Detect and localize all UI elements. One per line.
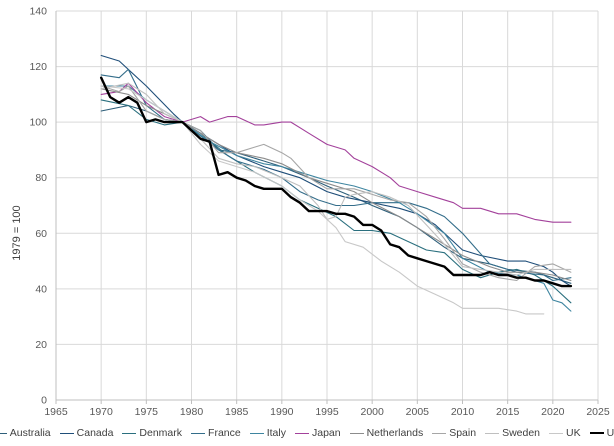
x-tick-label-8: 2005 xyxy=(406,406,430,418)
legend-label-france: France xyxy=(208,427,241,439)
x-tick-label-6: 1995 xyxy=(315,406,339,418)
legend-swatch-denmark xyxy=(122,432,137,434)
legend-label-japan: Japan xyxy=(311,427,341,439)
axes xyxy=(55,11,599,404)
x-tick-label-10: 2015 xyxy=(496,406,520,418)
x-tick-label-3: 1980 xyxy=(180,406,204,418)
x-tick-label-11: 2020 xyxy=(541,406,565,418)
legend-swatch-sweden xyxy=(485,432,500,434)
legend-label-sweden: Sweden xyxy=(502,427,541,439)
legend-item-uk: UK xyxy=(549,427,581,439)
legend-item-japan: Japan xyxy=(294,427,341,439)
y-tick-label-0: 0 xyxy=(41,395,47,407)
y-tick-label-2: 40 xyxy=(35,283,47,295)
y-axis-title: 1979 = 100 xyxy=(11,205,23,260)
legend-item-italy: Italy xyxy=(249,427,286,439)
legend-swatch-uk xyxy=(549,432,564,434)
legend-label-netherlands: Netherlands xyxy=(366,427,424,439)
legend-swatch-canada xyxy=(59,432,74,434)
legend-swatch-japan xyxy=(294,432,309,434)
series-line-spain xyxy=(100,85,572,282)
y-tick-label-4: 80 xyxy=(35,172,47,184)
legend-label-canada: Canada xyxy=(76,427,114,439)
x-tick-label-4: 1985 xyxy=(225,406,249,418)
series-line-italy xyxy=(100,85,572,312)
y-tick-label-7: 140 xyxy=(29,6,47,18)
x-tick-label-5: 1990 xyxy=(270,406,294,418)
legend-item-canada: Canada xyxy=(59,427,114,439)
legend-swatch-us xyxy=(589,432,604,434)
x-tick-label-7: 2000 xyxy=(360,406,384,418)
legend-item-us: US xyxy=(589,427,614,439)
legend-swatch-france xyxy=(191,432,206,434)
legend-label-uk: UK xyxy=(566,427,581,439)
legend-item-australia: Australia xyxy=(0,427,51,439)
series-line-us xyxy=(99,76,573,288)
legend-swatch-netherlands xyxy=(349,432,364,434)
x-tick-label-9: 2010 xyxy=(451,406,475,418)
legend: Australia Canada Denmark France Italy Japan Ne… xyxy=(0,424,614,442)
legend-item-netherlands: Netherlands xyxy=(349,427,424,439)
tick-labels: 0 20 40 60 80 100 120 140 1965 1970 1975 1980 1985 19… xyxy=(29,6,609,419)
legend-swatch-italy xyxy=(249,432,264,434)
line-chart: 0 20 40 60 80 100 120 140 1965 1970 1975 1980 1985 19… xyxy=(11,6,610,419)
legend-label-spain: Spain xyxy=(449,427,477,439)
series-line-france xyxy=(100,68,572,282)
legend-label-us: US xyxy=(606,427,614,439)
legend-swatch-spain xyxy=(432,432,447,434)
y-tick-label-1: 20 xyxy=(35,339,47,351)
x-tick-label-2: 1975 xyxy=(135,406,159,418)
series-lines xyxy=(99,54,573,315)
series-line-japan xyxy=(100,82,572,223)
x-tick-label-1: 1970 xyxy=(89,406,113,418)
legend-item-sweden: Sweden xyxy=(485,427,540,439)
y-tick-label-5: 100 xyxy=(29,117,47,129)
gridlines xyxy=(56,10,599,400)
legend-label-italy: Italy xyxy=(266,427,286,439)
y-tick-label-3: 60 xyxy=(35,228,47,240)
x-tick-label-12: 2025 xyxy=(586,406,610,418)
legend-label-australia: Australia xyxy=(9,427,51,439)
series-line-canada xyxy=(100,54,572,287)
x-tick-label-0: 1965 xyxy=(44,406,68,418)
y-tick-label-6: 120 xyxy=(29,61,47,73)
legend-item-france: France xyxy=(191,427,241,439)
legend-item-spain: Spain xyxy=(432,427,476,439)
legend-swatch-australia xyxy=(0,432,7,434)
legend-label-denmark: Denmark xyxy=(139,427,183,439)
legend-item-denmark: Denmark xyxy=(122,427,182,439)
